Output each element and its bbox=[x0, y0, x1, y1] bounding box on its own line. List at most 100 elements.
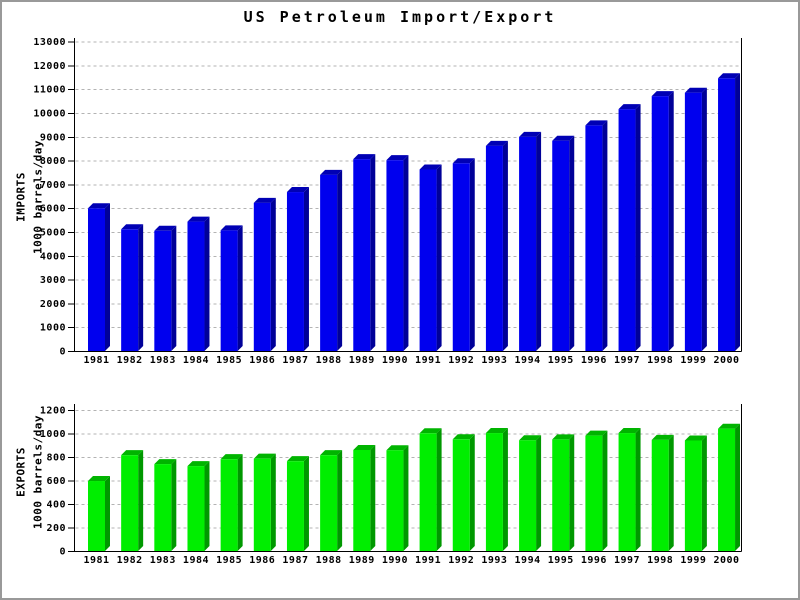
bar-imports-1992 bbox=[452, 158, 475, 351]
imports-chart: 0 1000 2000 3000 4000 5000 6000 7000 8000 9000 100… bbox=[33, 37, 742, 366]
bar-front-face bbox=[353, 159, 371, 351]
x-tick-label: 1982 bbox=[117, 355, 143, 366]
chart-title: US Petroleum Import/Export bbox=[243, 8, 557, 26]
x-tick-label: 1988 bbox=[316, 555, 342, 566]
x-tick-label: 1985 bbox=[216, 355, 242, 366]
bar-side-face bbox=[337, 450, 343, 551]
bar-top-face bbox=[320, 450, 343, 456]
bar-side-face bbox=[138, 450, 144, 551]
x-tick-label: 1986 bbox=[249, 555, 275, 566]
bar-side-face bbox=[403, 445, 409, 551]
x-tick-label: 1990 bbox=[382, 355, 408, 366]
y-tick-label: 1000 bbox=[40, 323, 66, 334]
bar-front-face bbox=[253, 202, 271, 351]
bar-side-face bbox=[105, 476, 110, 551]
bar-front-face bbox=[88, 481, 105, 551]
bar-exports-2000 bbox=[718, 423, 741, 551]
x-tick-label: 1983 bbox=[150, 355, 176, 366]
bar-top-face bbox=[519, 131, 542, 137]
bar-side-face bbox=[701, 87, 707, 352]
bar-front-face bbox=[684, 440, 702, 551]
x-tick-label: 1981 bbox=[83, 355, 109, 366]
x-tick-label: 1995 bbox=[548, 555, 574, 566]
bar-top-face bbox=[154, 459, 177, 465]
x-tick-label: 1996 bbox=[581, 355, 607, 366]
bar-imports-1981 bbox=[88, 203, 110, 351]
bar-front-face bbox=[386, 160, 404, 351]
bar-front-face bbox=[187, 466, 205, 551]
x-tick-label: 2000 bbox=[713, 355, 739, 366]
bar-imports-1988 bbox=[320, 169, 343, 351]
bar-front-face bbox=[419, 169, 437, 351]
bar-exports-1987 bbox=[286, 456, 309, 551]
bar-top-face bbox=[220, 454, 243, 460]
x-tick-label: 1996 bbox=[581, 555, 607, 566]
x-tick-label: 1986 bbox=[249, 355, 275, 366]
y-tick-label: 1000 bbox=[40, 429, 66, 440]
bar-front-face bbox=[419, 433, 437, 551]
bar-top-face bbox=[618, 104, 641, 110]
bar-exports-1992 bbox=[452, 434, 475, 551]
bar-exports-1997 bbox=[618, 428, 641, 551]
bar-side-face bbox=[270, 197, 276, 351]
bar-top-face bbox=[320, 169, 343, 175]
bar-side-face bbox=[237, 454, 243, 551]
bar-side-face bbox=[337, 169, 343, 351]
bar-exports-1983 bbox=[154, 459, 177, 551]
bar-top-face bbox=[419, 428, 442, 434]
y-tick-label: 13000 bbox=[33, 37, 66, 48]
bar-front-face bbox=[220, 459, 238, 551]
y-tick-label: 4000 bbox=[40, 251, 66, 262]
bar-front-face bbox=[286, 192, 304, 351]
bar-side-face bbox=[237, 225, 243, 351]
bar-top-face bbox=[88, 203, 110, 209]
x-tick-label: 1981 bbox=[83, 555, 109, 566]
y-tick-label: 1200 bbox=[40, 405, 66, 416]
bar-imports-1999 bbox=[684, 87, 707, 352]
x-tick-label: 1990 bbox=[382, 555, 408, 566]
bar-imports-1990 bbox=[386, 155, 409, 351]
bar-side-face bbox=[105, 203, 110, 351]
bar-imports-1995 bbox=[552, 135, 575, 351]
bar-top-face bbox=[552, 135, 575, 141]
bar-top-face bbox=[88, 476, 110, 482]
bar-side-face bbox=[502, 140, 508, 351]
bar-top-face bbox=[154, 225, 177, 231]
bar-side-face bbox=[701, 435, 707, 551]
bar-front-face bbox=[718, 78, 736, 351]
bar-front-face bbox=[552, 439, 570, 551]
bar-exports-1988 bbox=[320, 450, 343, 551]
bar-side-face bbox=[602, 120, 608, 351]
bar-front-face bbox=[452, 163, 470, 351]
bar-imports-1996 bbox=[585, 120, 608, 351]
bar-exports-1995 bbox=[552, 434, 575, 551]
x-tick-label: 1991 bbox=[415, 355, 441, 366]
x-tick-label: 1993 bbox=[481, 555, 507, 566]
bar-top-face bbox=[452, 434, 475, 440]
bar-top-face bbox=[552, 434, 575, 440]
bar-top-face bbox=[485, 428, 508, 434]
bar-exports-1990 bbox=[386, 445, 409, 551]
x-tick-label: 1989 bbox=[349, 555, 375, 566]
y-tick-label: 8000 bbox=[40, 156, 66, 167]
bar-side-face bbox=[502, 428, 508, 551]
bar-top-face bbox=[618, 428, 641, 434]
bar-side-face bbox=[602, 430, 608, 551]
bar-imports-1986 bbox=[253, 197, 276, 351]
bar-front-face bbox=[618, 109, 636, 351]
bar-exports-1999 bbox=[684, 435, 707, 551]
x-tick-label: 1988 bbox=[316, 355, 342, 366]
bar-side-face bbox=[536, 435, 542, 551]
bar-top-face bbox=[286, 187, 309, 193]
bar-top-face bbox=[684, 435, 707, 441]
x-tick-label: 1994 bbox=[515, 555, 541, 566]
bar-side-face bbox=[735, 73, 741, 351]
bar-top-face bbox=[353, 154, 376, 160]
y-tick-label: 800 bbox=[46, 452, 66, 463]
bar-side-face bbox=[569, 135, 575, 351]
bar-exports-1993 bbox=[485, 428, 508, 551]
x-tick-label: 1997 bbox=[614, 355, 640, 366]
x-tick-label: 2000 bbox=[713, 555, 739, 566]
bar-top-face bbox=[718, 423, 741, 429]
